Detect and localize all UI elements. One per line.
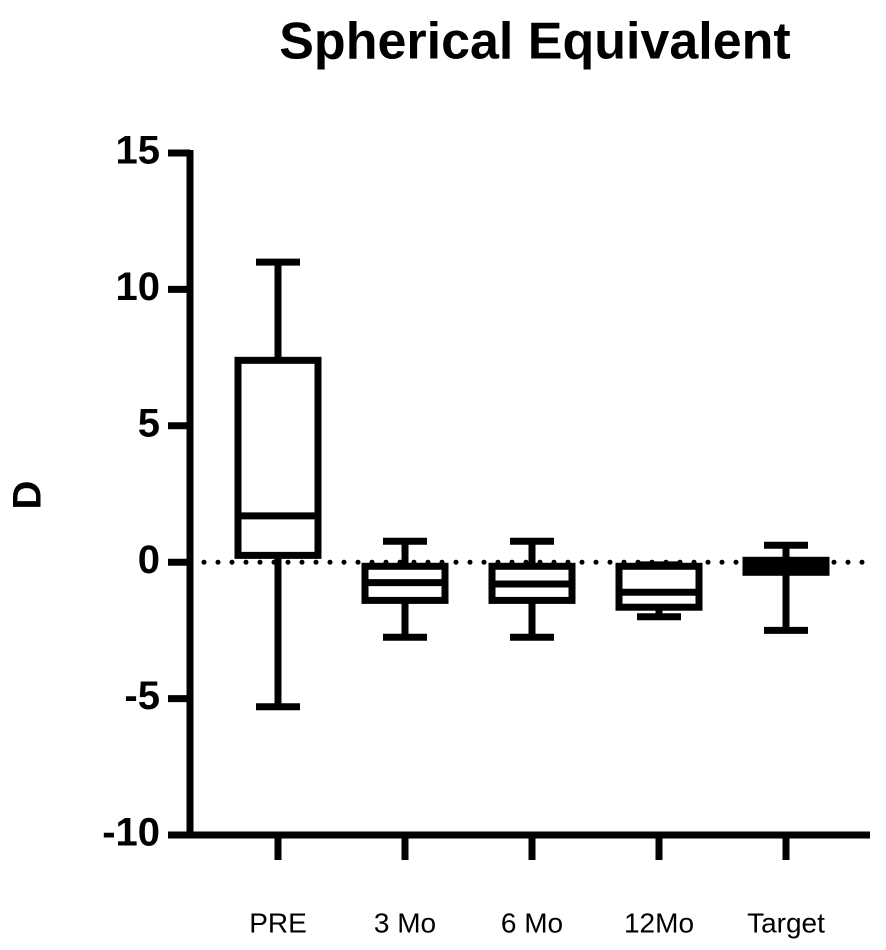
x-tick-label: Target	[747, 907, 825, 938]
box	[234, 356, 322, 559]
y-tick-label: -5	[124, 674, 160, 718]
box	[615, 562, 703, 611]
x-tick-label: 3 Mo	[374, 907, 436, 938]
chart-title: Spherical Equivalent	[279, 13, 791, 71]
x-tick-label: 6 Mo	[501, 907, 563, 938]
y-tick-label: 0	[138, 538, 160, 582]
y-tick-label: -10	[102, 811, 160, 855]
y-axis-label: D	[6, 481, 50, 510]
x-tick-label: 12Mo	[624, 907, 694, 938]
x-tick-label: PRE	[249, 907, 307, 938]
y-tick-label: 15	[116, 129, 161, 173]
y-tick-label: 5	[138, 401, 160, 445]
y-tick-label: 10	[116, 265, 161, 309]
